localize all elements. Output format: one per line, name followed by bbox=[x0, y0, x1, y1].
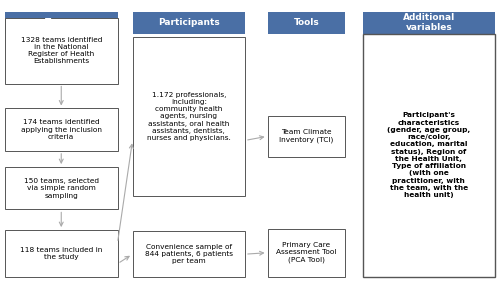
FancyBboxPatch shape bbox=[5, 18, 117, 84]
Text: Participants: Participants bbox=[158, 18, 220, 27]
Text: Teams: Teams bbox=[45, 18, 77, 27]
FancyBboxPatch shape bbox=[268, 229, 345, 277]
Text: 1.172 professionals,
including:
community health
agents, nursing
assistants, ora: 1.172 professionals, including: communit… bbox=[147, 92, 230, 141]
FancyBboxPatch shape bbox=[5, 230, 117, 277]
Text: Tools: Tools bbox=[294, 18, 319, 27]
FancyBboxPatch shape bbox=[268, 12, 345, 34]
FancyBboxPatch shape bbox=[132, 231, 245, 277]
Text: 150 teams, selected
via simple random
sampling: 150 teams, selected via simple random sa… bbox=[24, 178, 99, 198]
FancyBboxPatch shape bbox=[268, 116, 345, 157]
FancyBboxPatch shape bbox=[132, 37, 245, 196]
FancyBboxPatch shape bbox=[132, 12, 245, 34]
Text: 118 teams included in
the study: 118 teams included in the study bbox=[20, 247, 102, 260]
Text: Primary Care
Assessment Tool
(PCA Tool): Primary Care Assessment Tool (PCA Tool) bbox=[276, 242, 336, 263]
FancyBboxPatch shape bbox=[5, 12, 117, 34]
Text: Convenience sample of
844 patients, 6 patients
per team: Convenience sample of 844 patients, 6 pa… bbox=[145, 244, 233, 264]
FancyBboxPatch shape bbox=[5, 167, 117, 209]
Text: Participant's
characteristics
(gender, age group,
race/color,
education, marital: Participant's characteristics (gender, a… bbox=[387, 113, 470, 198]
Text: Team Climate
Inventory (TCI): Team Climate Inventory (TCI) bbox=[279, 130, 334, 143]
FancyBboxPatch shape bbox=[362, 12, 495, 34]
FancyBboxPatch shape bbox=[362, 34, 495, 277]
Text: 174 teams identified
applying the inclusion
criteria: 174 teams identified applying the inclus… bbox=[21, 120, 102, 140]
Text: 1328 teams identified
in the National
Register of Health
Establishments: 1328 teams identified in the National Re… bbox=[20, 37, 102, 64]
FancyBboxPatch shape bbox=[5, 108, 117, 151]
Text: Additional
variables: Additional variables bbox=[402, 13, 455, 33]
